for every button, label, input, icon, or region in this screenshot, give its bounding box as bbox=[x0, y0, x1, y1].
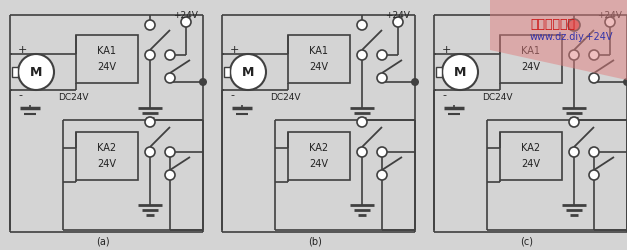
Bar bbox=[500, 132, 562, 180]
Circle shape bbox=[442, 54, 478, 90]
Text: (a): (a) bbox=[96, 237, 110, 247]
Circle shape bbox=[569, 117, 579, 127]
Circle shape bbox=[357, 147, 367, 157]
Circle shape bbox=[569, 147, 579, 157]
Circle shape bbox=[589, 73, 599, 83]
Text: KA2: KA2 bbox=[522, 143, 540, 153]
Text: DC24V: DC24V bbox=[482, 94, 512, 102]
Bar bbox=[224, 67, 230, 77]
Text: KA1: KA1 bbox=[522, 46, 540, 56]
Circle shape bbox=[589, 50, 599, 60]
Text: DC24V: DC24V bbox=[270, 94, 300, 102]
Circle shape bbox=[145, 20, 155, 30]
Circle shape bbox=[569, 50, 579, 60]
Text: +24V: +24V bbox=[174, 12, 198, 20]
Bar bbox=[288, 132, 350, 180]
Text: www.dz.diy.+24V: www.dz.diy.+24V bbox=[530, 32, 613, 42]
Bar bbox=[500, 35, 562, 83]
Circle shape bbox=[377, 170, 387, 180]
Text: KA2: KA2 bbox=[97, 143, 117, 153]
Circle shape bbox=[357, 50, 367, 60]
Circle shape bbox=[623, 78, 627, 86]
Bar bbox=[12, 67, 18, 77]
Text: 电子制作天地: 电子制作天地 bbox=[530, 18, 575, 31]
Text: 24V: 24V bbox=[98, 62, 117, 72]
Text: M: M bbox=[30, 66, 42, 78]
Circle shape bbox=[357, 20, 367, 30]
Circle shape bbox=[605, 17, 615, 27]
Text: -: - bbox=[18, 90, 22, 100]
Polygon shape bbox=[490, 0, 627, 80]
Text: M: M bbox=[242, 66, 254, 78]
Text: DC24V: DC24V bbox=[58, 94, 88, 102]
Circle shape bbox=[589, 147, 599, 157]
Text: KA1: KA1 bbox=[98, 46, 117, 56]
Bar bbox=[76, 132, 138, 180]
Bar bbox=[436, 67, 442, 77]
Text: +: + bbox=[230, 45, 240, 55]
Text: 24V: 24V bbox=[310, 159, 329, 169]
Bar bbox=[76, 35, 138, 83]
Circle shape bbox=[165, 170, 175, 180]
Circle shape bbox=[199, 78, 207, 86]
Circle shape bbox=[181, 17, 191, 27]
Bar bbox=[288, 35, 350, 83]
Circle shape bbox=[411, 78, 419, 86]
Circle shape bbox=[165, 73, 175, 83]
Text: 24V: 24V bbox=[310, 62, 329, 72]
Text: +: + bbox=[18, 45, 28, 55]
Text: -: - bbox=[442, 90, 446, 100]
Text: -: - bbox=[230, 90, 234, 100]
Circle shape bbox=[357, 117, 367, 127]
Text: 24V: 24V bbox=[522, 159, 540, 169]
Text: (c): (c) bbox=[520, 237, 534, 247]
Text: +24V: +24V bbox=[598, 12, 623, 20]
Circle shape bbox=[165, 50, 175, 60]
Text: 24V: 24V bbox=[98, 159, 117, 169]
Circle shape bbox=[569, 20, 579, 30]
Text: +: + bbox=[442, 45, 451, 55]
Circle shape bbox=[393, 17, 403, 27]
Circle shape bbox=[230, 54, 266, 90]
Circle shape bbox=[377, 73, 387, 83]
Text: 24V: 24V bbox=[522, 62, 540, 72]
Circle shape bbox=[145, 50, 155, 60]
Text: M: M bbox=[454, 66, 466, 78]
Text: (b): (b) bbox=[308, 237, 322, 247]
Circle shape bbox=[145, 147, 155, 157]
Text: +24V: +24V bbox=[386, 12, 411, 20]
Circle shape bbox=[568, 19, 580, 31]
Circle shape bbox=[377, 147, 387, 157]
Circle shape bbox=[18, 54, 54, 90]
Circle shape bbox=[377, 50, 387, 60]
Circle shape bbox=[165, 147, 175, 157]
Text: KA1: KA1 bbox=[310, 46, 329, 56]
Text: KA2: KA2 bbox=[310, 143, 329, 153]
Circle shape bbox=[589, 170, 599, 180]
Circle shape bbox=[145, 117, 155, 127]
